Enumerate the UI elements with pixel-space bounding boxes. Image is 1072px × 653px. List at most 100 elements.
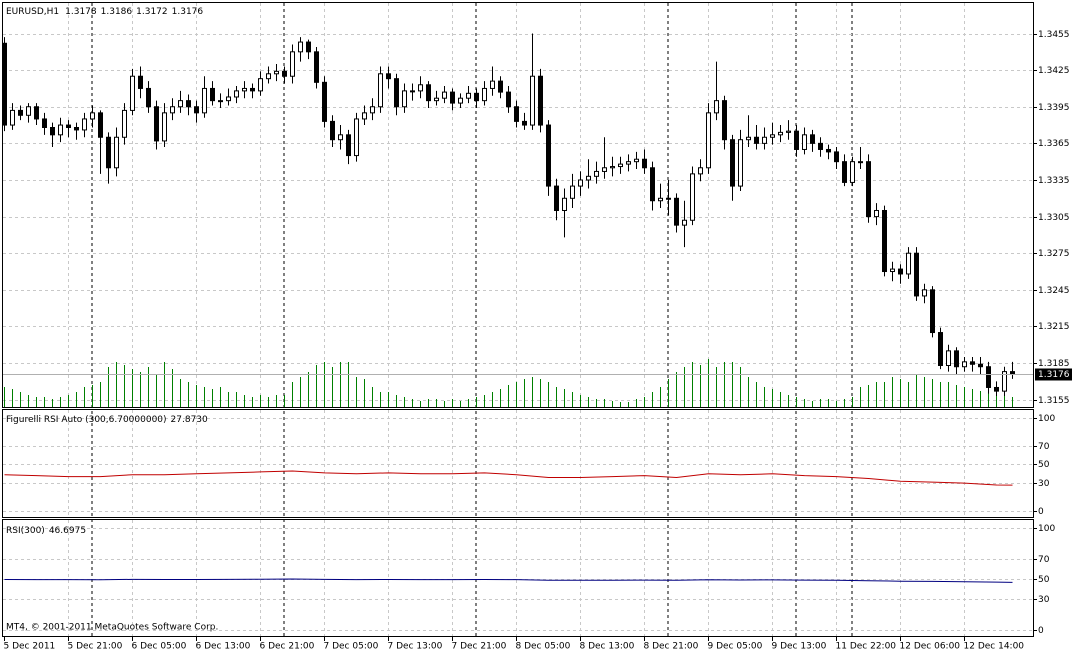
candle-body — [306, 41, 311, 53]
candle-body — [50, 126, 55, 136]
candle-body — [314, 51, 319, 83]
y-tick-label: 1.3305 — [1038, 213, 1070, 223]
candle-body — [282, 70, 287, 77]
candle-body — [722, 100, 727, 141]
candle-body — [578, 179, 583, 187]
candle-body — [778, 131, 783, 136]
candle-body — [98, 112, 103, 138]
y-tick-label: 0 — [1038, 626, 1044, 636]
candle-body — [274, 70, 279, 75]
candle-body — [122, 109, 127, 138]
open-value: 1.3178 — [65, 7, 97, 17]
main-pane-border — [2, 2, 1034, 408]
x-tick-label: 12 Dec 14:00 — [964, 642, 1025, 652]
candle-body — [610, 166, 615, 169]
candle-body — [370, 106, 375, 114]
indicator-title: RSI(300) 46.6975 — [6, 526, 86, 536]
candle-body — [530, 75, 535, 126]
y-tick-label: 30 — [1038, 479, 1050, 489]
indicator-pane-border — [2, 519, 1034, 637]
candle-body — [418, 84, 423, 92]
candle-body — [178, 100, 183, 108]
y-tick-label: 1.3425 — [1038, 66, 1070, 76]
candle-body — [218, 100, 223, 103]
indicator-pane-border — [2, 409, 1034, 518]
candle-body — [426, 84, 431, 102]
y-tick-label: 100 — [1038, 414, 1055, 424]
candle-body — [690, 173, 695, 221]
candle-body — [242, 87, 247, 92]
candle-body — [802, 134, 807, 150]
candle-body — [978, 363, 983, 368]
candle-body — [602, 167, 607, 172]
symbol-title: EURUSD,H1 — [6, 7, 59, 17]
y-tick-label: 1.3155 — [1038, 396, 1070, 406]
candle-body — [138, 75, 143, 89]
candle-body — [634, 158, 639, 163]
candle-body — [442, 91, 447, 99]
y-tick-label: 50 — [1038, 460, 1050, 470]
y-tick-label: 70 — [1038, 442, 1050, 452]
candle-body — [818, 142, 823, 150]
candle-body — [738, 139, 743, 187]
x-tick-label: 8 Dec 05:00 — [516, 642, 571, 652]
candle-body — [338, 134, 343, 141]
current-price-box — [1035, 368, 1072, 381]
y-tick-label: 1.3275 — [1038, 249, 1070, 259]
candle-body — [858, 161, 863, 164]
candle-body — [498, 80, 503, 93]
candle-body — [186, 100, 191, 108]
candle-body — [930, 289, 935, 334]
candle-body — [650, 167, 655, 202]
candle-body — [914, 252, 919, 297]
candle-body — [194, 106, 199, 114]
x-tick-label: 8 Dec 21:00 — [644, 642, 699, 652]
x-tick-label: 7 Dec 13:00 — [388, 642, 443, 652]
indicator-line — [4, 578, 1013, 583]
candle-body — [970, 361, 975, 365]
candle-body — [554, 185, 559, 211]
candle-body — [362, 112, 367, 120]
candle-body — [746, 136, 751, 141]
plot-layer — [2, 3, 1033, 636]
candle-body — [770, 134, 775, 138]
candle-body — [298, 41, 303, 53]
candle-body — [2, 42, 7, 126]
footer: MT4, © 2001-2011 MetaQuotes Software Cor… — [6, 623, 218, 633]
candle-body — [346, 134, 351, 157]
indicator-name: Figurelli RSI Auto (300,6.70000000) — [6, 415, 167, 425]
candle-body — [866, 161, 871, 218]
candle-body — [290, 51, 295, 77]
candle-body — [898, 268, 903, 275]
candle-body — [474, 92, 479, 102]
x-tick-label: 6 Dec 21:00 — [260, 642, 315, 652]
candle-body — [226, 96, 231, 102]
candle-body — [850, 161, 855, 183]
candle-body — [146, 87, 151, 108]
candle-body — [794, 130, 799, 150]
candle-body — [130, 75, 135, 111]
candle-body — [330, 120, 335, 141]
candle-body — [658, 197, 663, 202]
close-value: 1.3176 — [172, 7, 204, 17]
candle-body — [962, 361, 967, 368]
candle-body — [546, 124, 551, 187]
candle-body — [714, 100, 719, 114]
x-tick-label: 11 Dec 22:00 — [836, 642, 897, 652]
candle-body — [106, 136, 111, 169]
candle-body — [266, 73, 271, 80]
x-tick-label: 9 Dec 13:00 — [772, 642, 827, 652]
candle-body — [586, 175, 591, 181]
x-tick-label: 9 Dec 05:00 — [708, 642, 763, 652]
y-tick-label: 1.3395 — [1038, 103, 1070, 113]
candle-body — [570, 185, 575, 199]
indicator-title: Figurelli RSI Auto (300,6.70000000) 27.87… — [6, 415, 208, 425]
candle-body — [754, 136, 759, 144]
candle-body — [170, 106, 175, 114]
candle-body — [706, 112, 711, 169]
candle-body — [18, 109, 23, 116]
x-tick-label: 12 Dec 06:00 — [900, 642, 961, 652]
y-tick-label: 1.3185 — [1038, 359, 1070, 369]
candle-body — [434, 97, 439, 102]
